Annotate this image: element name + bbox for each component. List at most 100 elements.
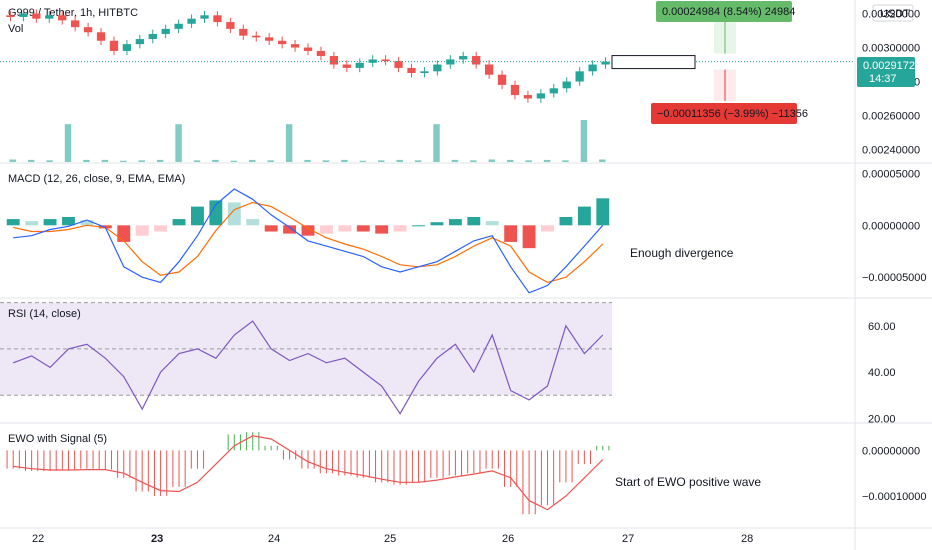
macd-histogram-bar	[135, 225, 149, 236]
price-axis-label: 0.00320000	[862, 9, 920, 21]
candle[interactable]	[58, 15, 67, 21]
ewo-title[interactable]: EWO with Signal (5)	[8, 433, 107, 445]
candle[interactable]	[71, 20, 80, 28]
volume-bar	[543, 159, 551, 162]
currency-label: USDT	[880, 8, 910, 20]
candle[interactable]	[510, 84, 520, 96]
candle[interactable]	[394, 61, 403, 68]
candle[interactable]	[316, 50, 326, 57]
candle[interactable]	[601, 61, 610, 65]
volume-bar	[599, 159, 606, 162]
candle[interactable]	[174, 23, 183, 29]
macd-histogram-bar	[467, 217, 481, 226]
candle[interactable]	[459, 56, 468, 60]
candle[interactable]	[433, 64, 442, 72]
candle[interactable]	[45, 15, 54, 19]
candle[interactable]	[523, 95, 533, 99]
candle[interactable]	[549, 88, 558, 94]
candle[interactable]	[484, 64, 494, 75]
volume-bar	[525, 160, 532, 162]
volume-label[interactable]: Vol	[8, 23, 23, 35]
macd-histogram-bar	[522, 225, 536, 249]
candle[interactable]	[252, 35, 261, 38]
candle[interactable]	[303, 47, 313, 51]
macd-axis-label: −0.00005000	[862, 272, 927, 284]
candle[interactable]	[109, 40, 119, 51]
macd-axis-label: 0.00005000	[862, 168, 920, 180]
candle[interactable]	[187, 18, 196, 24]
macd-histogram-bar	[485, 221, 499, 226]
candle[interactable]	[161, 28, 170, 34]
candle[interactable]	[536, 93, 545, 99]
volume-bar	[138, 160, 145, 162]
candle[interactable]	[83, 27, 93, 33]
candle[interactable]	[135, 39, 144, 45]
candle[interactable]	[420, 71, 429, 74]
candle[interactable]	[200, 15, 209, 19]
macd-histogram-bar	[504, 225, 518, 242]
currency-button[interactable]	[872, 4, 914, 22]
candle[interactable]	[226, 22, 235, 29]
volume-bar	[156, 159, 164, 162]
volume-bar	[433, 124, 440, 162]
profit-label-box	[656, 1, 792, 22]
macd-histogram-bar	[541, 225, 554, 232]
ewo-annotation: Start of EWO positive wave	[615, 475, 761, 489]
candle[interactable]	[213, 15, 222, 23]
macd-title[interactable]: MACD (12, 26, close, 9, EMA, EMA)	[8, 173, 185, 185]
candle[interactable]	[265, 37, 274, 41]
time-axis-label: 25	[384, 533, 396, 545]
ewo-axis-label: −0.00010000	[862, 491, 927, 503]
candle[interactable]	[381, 59, 390, 62]
candle[interactable]	[277, 40, 287, 45]
macd-histogram-bar	[448, 219, 462, 226]
candle[interactable]	[239, 28, 248, 36]
macd-annotation: Enough divergence	[630, 246, 734, 260]
macd-histogram-bar	[246, 219, 260, 226]
candle[interactable]	[472, 56, 481, 65]
volume-bar	[212, 159, 219, 162]
candle[interactable]	[6, 15, 15, 17]
candle[interactable]	[407, 67, 416, 74]
time-axis-label: 28	[741, 533, 753, 545]
volume-bar	[304, 159, 311, 162]
price-axis-label: 0.00300000	[862, 43, 920, 55]
macd-histogram-bar	[319, 225, 333, 234]
candle[interactable]	[19, 13, 28, 17]
volume-bar	[175, 124, 182, 162]
volume-bar	[83, 159, 90, 162]
time-axis-label: 23	[151, 533, 163, 545]
profit-label: 0.00024984 (8.54%) 24984	[662, 6, 795, 18]
candle[interactable]	[562, 81, 571, 89]
candle[interactable]	[588, 64, 597, 72]
volume-bar	[562, 160, 569, 162]
rsi-line	[12, 320, 604, 415]
candle[interactable]	[32, 13, 41, 19]
macd-histogram-bar	[356, 225, 370, 232]
candle[interactable]	[575, 71, 584, 82]
macd-histogram-bar	[393, 225, 407, 232]
price-axis-label: 0.00240000	[862, 144, 920, 156]
candle[interactable]	[290, 44, 300, 48]
volume-bar	[322, 160, 330, 162]
position-entry-box[interactable]	[611, 55, 696, 70]
rsi-title[interactable]: RSI (14, close)	[8, 308, 81, 320]
time-axis-label: 27	[622, 533, 634, 545]
candle[interactable]	[122, 44, 132, 51]
macd-histogram-bar	[172, 219, 186, 226]
candle[interactable]	[355, 62, 364, 68]
candle[interactable]	[96, 32, 106, 41]
volume-bar	[506, 159, 514, 162]
candle[interactable]	[329, 56, 339, 65]
macd-line	[13, 188, 604, 294]
volume-bar	[230, 160, 238, 162]
candle[interactable]	[148, 33, 157, 40]
volume-bar	[267, 160, 274, 162]
candle[interactable]	[497, 74, 507, 85]
price-axis-label: 0.00260000	[862, 110, 920, 122]
candle[interactable]	[342, 64, 351, 68]
symbol-title[interactable]: G999 / Tether, 1h, HITBTC	[8, 7, 138, 19]
macd-histogram-bar	[154, 225, 168, 232]
volume-bar	[580, 120, 588, 162]
